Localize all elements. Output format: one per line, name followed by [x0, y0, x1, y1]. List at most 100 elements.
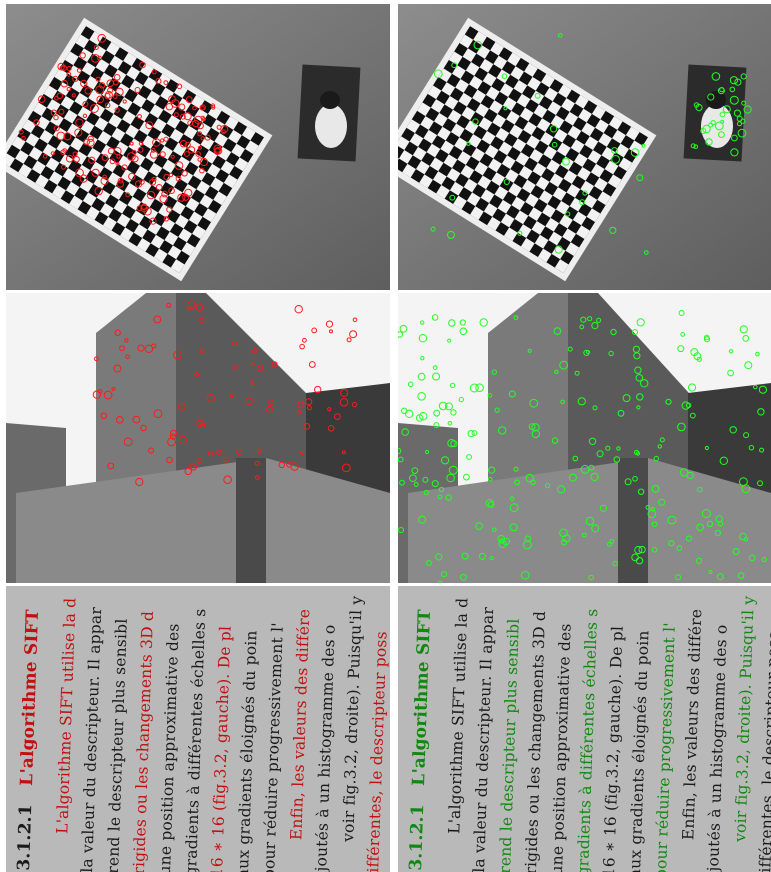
keypoint-marker: [132, 415, 141, 424]
heading-number: 3.1.2.1: [405, 803, 429, 871]
keypoint-marker: [201, 117, 206, 122]
document-text-right: 3.1.2.1 L'algorithme SIFT L'algorithme S…: [400, 586, 771, 872]
keypoint-marker: [192, 105, 197, 111]
keypoint-marker: [187, 146, 196, 154]
keypoint-marker: [200, 422, 206, 428]
keypoint-marker: [54, 95, 59, 101]
keypoint-marker: [185, 96, 193, 104]
keypoint-marker: [489, 556, 494, 561]
keypoint-marker: [554, 369, 559, 375]
keypoint-marker: [502, 537, 511, 546]
keypoint-marker: [148, 447, 155, 454]
document-line: ajoutés à un histogramme des o: [703, 624, 731, 872]
keypoint-marker: [446, 473, 455, 483]
keypoint-marker: [720, 119, 725, 124]
keypoint-marker: [440, 571, 447, 578]
keypoint-marker: [635, 374, 644, 382]
keypoint-marker: [115, 161, 120, 166]
keypoint-marker: [634, 546, 643, 555]
keypoint-marker: [448, 319, 456, 327]
keypoint-marker: [21, 135, 26, 141]
keypoint-marker: [192, 119, 200, 128]
keypoint-marker: [734, 78, 742, 86]
keypoint-marker: [128, 172, 136, 181]
keypoint-marker: [718, 131, 725, 139]
keypoint-marker: [79, 52, 86, 59]
keypoint-marker: [339, 398, 349, 407]
cat-photo: [297, 64, 361, 162]
keypoint-marker: [58, 108, 65, 115]
keypoint-marker: [605, 445, 611, 451]
keypoint-marker: [561, 157, 570, 166]
keypoint-marker: [195, 303, 204, 311]
document-line: une position approximative des: [547, 623, 575, 872]
keypoint-marker: [611, 155, 621, 164]
keypoint-marker: [160, 138, 165, 143]
keypoint-marker: [183, 112, 192, 121]
keypoint-marker: [115, 87, 124, 97]
keypoint-marker: [430, 226, 436, 232]
keypoint-marker: [719, 111, 726, 118]
keypoint-marker: [159, 194, 168, 204]
keypoint-marker: [431, 314, 439, 321]
keypoint-marker: [155, 184, 163, 191]
keypoint-marker: [151, 343, 157, 349]
keypoint-marker: [592, 405, 598, 411]
keypoint-marker: [612, 560, 618, 567]
keypoint-marker: [677, 345, 685, 353]
keypoint-marker: [300, 450, 305, 455]
keypoint-marker: [609, 539, 615, 544]
keypoint-marker: [426, 560, 432, 566]
keypoint-marker: [422, 476, 429, 483]
keypoint-marker: [18, 129, 24, 135]
keypoint-marker: [700, 128, 707, 134]
keypoint-marker: [66, 86, 71, 92]
keypoint-marker: [450, 440, 458, 448]
checkerboard-scene-left: [6, 4, 390, 290]
keypoint-marker: [757, 480, 763, 487]
keypoint-marker: [630, 148, 640, 157]
keypoint-marker: [254, 475, 260, 480]
keypoint-marker: [653, 455, 659, 462]
keypoint-marker: [143, 207, 152, 216]
keypoint-marker: [438, 580, 443, 583]
keypoint-marker: [153, 315, 162, 324]
keypoint-marker: [60, 149, 67, 155]
keypoint-marker: [103, 390, 113, 400]
keypoint-marker: [135, 477, 144, 487]
keypoint-marker: [447, 439, 456, 448]
keypoint-marker: [116, 416, 124, 424]
keypoint-marker: [678, 310, 685, 316]
keypoint-marker: [715, 515, 723, 523]
keypoint-marker: [102, 174, 107, 180]
keypoint-marker: [60, 79, 69, 88]
keypoint-marker: [199, 105, 205, 111]
keypoint-marker: [722, 105, 731, 114]
keypoint-marker: [748, 554, 756, 562]
keypoint-marker: [223, 475, 232, 484]
document-line: Enfin, les valeurs des différe: [287, 608, 314, 841]
keypoint-marker: [199, 348, 205, 354]
keypoint-marker: [72, 151, 78, 157]
keypoint-marker: [60, 64, 68, 72]
keypoint-marker: [94, 186, 103, 196]
keypoint-marker: [460, 573, 467, 581]
keypoint-marker: [633, 352, 641, 360]
keypoint-marker: [588, 574, 594, 581]
keypoint-marker: [616, 446, 621, 451]
keypoint-marker: [759, 447, 765, 453]
keypoint-marker: [56, 92, 63, 100]
keypoint-marker: [638, 545, 646, 554]
keypoint-marker: [411, 467, 419, 475]
keypoint-marker: [121, 164, 128, 171]
keypoint-marker: [329, 329, 333, 334]
keypoint-marker: [174, 161, 184, 170]
keypoint-marker: [180, 113, 186, 120]
keypoint-marker: [418, 515, 427, 524]
keypoint-marker: [186, 300, 196, 310]
keypoints-right: [398, 310, 767, 583]
keypoint-marker: [149, 217, 157, 225]
keypoint-marker: [485, 499, 494, 508]
keypoint-marker: [84, 87, 92, 95]
keypoint-marker: [97, 33, 107, 43]
